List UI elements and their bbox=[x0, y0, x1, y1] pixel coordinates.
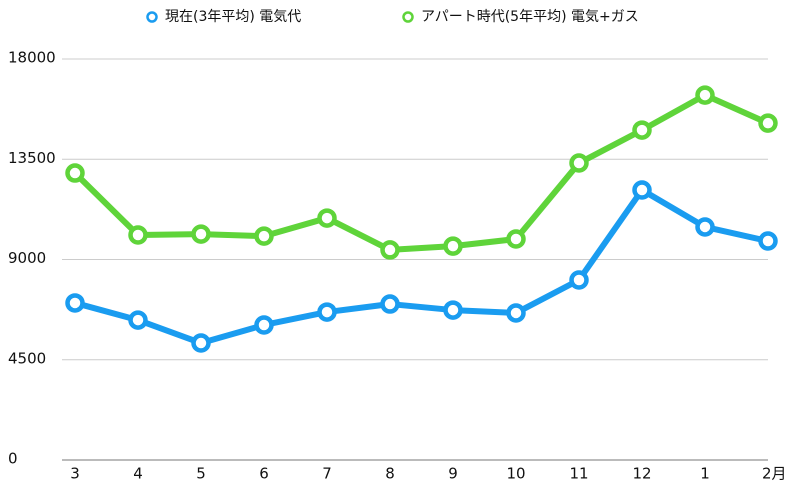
point bbox=[128, 310, 148, 330]
legend-marker bbox=[402, 11, 414, 23]
y-tick-label: 9000 bbox=[8, 249, 46, 267]
point bbox=[506, 303, 526, 323]
legend-marker bbox=[146, 11, 158, 23]
point bbox=[380, 240, 400, 260]
x-tick-label: 3 bbox=[70, 465, 80, 483]
point bbox=[443, 300, 463, 320]
y-tick-label: 4500 bbox=[8, 349, 46, 367]
legend-label: 現在(3年平均) 電気代 bbox=[165, 9, 301, 25]
point bbox=[317, 302, 337, 322]
x-tick-label: 6 bbox=[259, 465, 269, 483]
point bbox=[758, 113, 778, 133]
point bbox=[569, 270, 589, 290]
point bbox=[317, 208, 337, 228]
x-tick-label: 11 bbox=[569, 465, 588, 483]
y-tick-label: 13500 bbox=[8, 149, 56, 167]
x-tick-label: 8 bbox=[385, 465, 395, 483]
point bbox=[254, 226, 274, 246]
point bbox=[569, 153, 589, 173]
point bbox=[380, 294, 400, 314]
series-line bbox=[72, 92, 770, 253]
point bbox=[632, 120, 652, 140]
point bbox=[191, 224, 211, 244]
x-tick-label: 7 bbox=[322, 465, 332, 483]
point bbox=[128, 225, 148, 245]
x-tick-label: 9 bbox=[448, 465, 458, 483]
point bbox=[65, 163, 85, 183]
x-tick-label: 12 bbox=[632, 465, 651, 483]
y-tick-label: 0 bbox=[8, 450, 18, 468]
legend: 現在(3年平均) 電気代 アパート時代(5年平均) 電気+ガス bbox=[146, 9, 639, 25]
series-line bbox=[74, 186, 769, 347]
point bbox=[758, 231, 778, 251]
x-tick-label: 1 bbox=[700, 465, 710, 483]
point bbox=[506, 229, 526, 249]
point bbox=[632, 180, 652, 200]
point bbox=[65, 293, 85, 313]
x-tick-label: 5 bbox=[196, 465, 206, 483]
y-tick-label: 18000 bbox=[8, 49, 56, 67]
point bbox=[695, 217, 715, 237]
point bbox=[695, 85, 715, 105]
point bbox=[254, 315, 274, 335]
x-tick-label: 4 bbox=[133, 465, 143, 483]
x-tick-label: 10 bbox=[506, 465, 525, 483]
legend-label: アパート時代(5年平均) 電気+ガス bbox=[421, 9, 639, 25]
point bbox=[191, 333, 211, 353]
point bbox=[443, 236, 463, 256]
x-tick-label: 2月 bbox=[762, 465, 787, 483]
